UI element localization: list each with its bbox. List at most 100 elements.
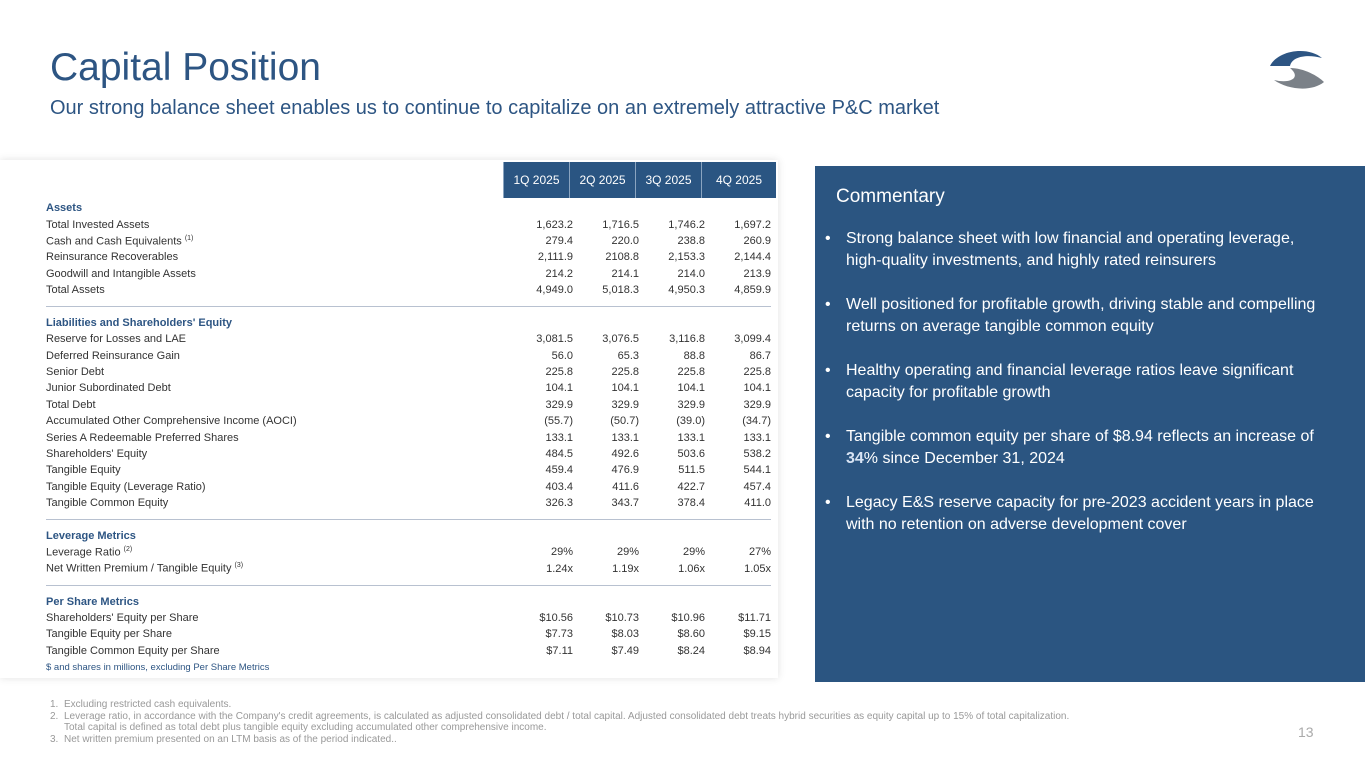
row-label: Tangible Equity	[46, 464, 507, 476]
row-value: $8.60	[677, 628, 705, 641]
table-row: Reinsurance Recoverables 2,111.9 2108.8 2,1…	[46, 249, 771, 265]
table-row: Deferred Reinsurance Gain 56.0 65.3 88.8 86.…	[46, 348, 771, 364]
row-value: 3,081.5	[536, 333, 573, 346]
row-value: (50.7)	[610, 415, 639, 428]
section-title: Assets	[46, 202, 83, 215]
row-value: 104.1	[611, 382, 639, 395]
row-label: Leverage Ratio (2)	[46, 546, 507, 559]
commentary-panel: Commentary • Strong balance sheet with lo…	[815, 166, 1365, 682]
row-value: 457.4	[743, 480, 771, 493]
row-label-text: Accumulated Other Comprehensive Income (…	[46, 415, 297, 428]
section-title: Per Share Metrics	[46, 595, 139, 608]
footnote: Total capital is defined as total debt p…	[50, 722, 1069, 734]
row-value: 133.1	[611, 431, 639, 444]
row-value: 1.05x	[744, 562, 771, 575]
footnote-text: Leverage ratio, in accordance with the C…	[64, 710, 1070, 722]
commentary-bullet: • Well positioned for profitable growth, …	[825, 294, 1326, 338]
column-header: 3Q 2025	[635, 162, 701, 198]
row-value: 329.9	[611, 398, 639, 411]
row-value: 220.0	[611, 234, 639, 247]
row-label: Cash and Cash Equivalents (1)	[46, 235, 507, 248]
row-label-text: Junior Subordinated Debt	[46, 382, 171, 395]
row-value: 484.5	[545, 448, 573, 461]
row-value: 225.8	[611, 366, 639, 379]
row-label: Deferred Reinsurance Gain	[46, 350, 507, 362]
row-label: Senior Debt	[46, 366, 507, 378]
table-row: Leverage Ratio (2) 29% 29% 29% 27%	[46, 544, 771, 560]
row-label-text: Total Invested Assets	[46, 218, 150, 231]
bullet-icon: •	[825, 296, 831, 313]
table-row: Total Assets 4,949.0 5,018.3 4,950.3 4,859.9	[46, 282, 771, 298]
row-value: $7.11	[546, 644, 573, 657]
row-label: Total Debt	[46, 399, 507, 411]
page-title: Capital Position	[50, 46, 321, 89]
row-label: Shareholders' Equity per Share	[46, 612, 507, 624]
row-value: 104.1	[677, 382, 705, 395]
commentary-bullet: • Tangible common equity per share of $8.…	[825, 426, 1326, 470]
row-label-text: Goodwill and Intangible Assets	[46, 267, 196, 280]
row-value: 2108.8	[605, 251, 639, 264]
divider-line	[46, 584, 771, 586]
footnote-text: Total capital is defined as total debt p…	[64, 722, 547, 733]
footnote-text: Net written premium presented on an LTM …	[64, 733, 397, 745]
row-value: 343.7	[611, 497, 639, 510]
table-row: Senior Debt 225.8 225.8 225.8 225.8	[46, 364, 771, 380]
row-value: 133.1	[545, 431, 573, 444]
row-value: 3,076.5	[602, 333, 639, 346]
footnotes: 1. Excluding restricted cash equivalents.…	[50, 699, 1069, 745]
row-label: Accumulated Other Comprehensive Income (…	[46, 415, 507, 427]
row-value: 29%	[616, 546, 639, 559]
row-value: 225.8	[545, 366, 573, 379]
commentary-title: Commentary	[836, 186, 945, 207]
table-row: Cash and Cash Equivalents (1) 279.4 220.0 2…	[46, 233, 771, 249]
row-value: 213.9	[743, 267, 771, 280]
row-label: Tangible Equity per Share	[46, 628, 507, 640]
row-label: Total Invested Assets	[46, 219, 507, 231]
row-value: 214.2	[545, 267, 573, 280]
row-value: (39.0)	[676, 415, 705, 428]
row-label-text: Tangible Common Equity per Share	[46, 644, 220, 657]
row-label-text: Total Assets	[46, 284, 105, 297]
table-row: Tangible Common Equity per Share $7.11 $7.…	[46, 643, 771, 659]
footnote-number: 2.	[50, 710, 59, 722]
section-header: Per Share Metrics	[46, 593, 771, 609]
row-value: $9.15	[743, 628, 771, 641]
row-value: 411.0	[744, 497, 771, 510]
footnote-text: Excluding restricted cash equivalents.	[64, 699, 232, 710]
bullet-text: Well positioned for profitable growth, d…	[846, 296, 1316, 335]
table-note: $ and shares in millions, excluding Per …	[46, 659, 771, 675]
row-value: (34.7)	[742, 415, 771, 428]
row-value: 329.9	[743, 398, 771, 411]
row-value: 1.24x	[546, 562, 573, 575]
footnote-number	[50, 722, 64, 734]
table-row: Tangible Common Equity 326.3 343.7 378.4 411…	[46, 495, 771, 511]
row-label: Series A Redeemable Preferred Shares	[46, 432, 507, 444]
row-label-text: Tangible Equity	[46, 464, 121, 477]
bullet-text: Strong balance sheet with low financial …	[846, 230, 1295, 269]
row-value: 104.1	[743, 382, 771, 395]
table-row: Tangible Equity 459.4 476.9 511.5 544.1	[46, 462, 771, 478]
row-value: $8.24	[677, 644, 705, 657]
row-value: $10.56	[539, 611, 573, 624]
row-label-text: Reserve for Losses and LAE	[46, 333, 187, 346]
row-value: 2,111.9	[537, 251, 573, 264]
row-label: Tangible Common Equity	[46, 497, 507, 509]
row-label: Goodwill and Intangible Assets	[46, 268, 507, 280]
row-label: Shareholders' Equity	[46, 448, 507, 460]
row-value: $11.71	[738, 611, 771, 624]
row-label-text: Shareholders' Equity	[46, 448, 148, 461]
row-label-text: Reinsurance Recoverables	[46, 251, 179, 264]
row-value: $8.03	[611, 628, 639, 641]
row-value: 133.1	[743, 431, 771, 444]
row-label: Net Written Premium / Tangible Equity (3…	[46, 562, 507, 575]
column-header: 1Q 2025	[503, 162, 569, 198]
row-label-text: Shareholders' Equity per Share	[46, 611, 199, 624]
row-label-text: Deferred Reinsurance Gain	[46, 349, 180, 362]
row-value: 29%	[550, 546, 573, 559]
row-value: 329.9	[545, 398, 573, 411]
table-row: Total Invested Assets 1,623.2 1,716.5 1,746…	[46, 216, 771, 232]
row-label-text: Leverage Ratio	[46, 546, 121, 559]
company-logo	[1270, 51, 1324, 89]
row-value: (55.7)	[544, 415, 573, 428]
row-label: Total Assets	[46, 284, 507, 296]
